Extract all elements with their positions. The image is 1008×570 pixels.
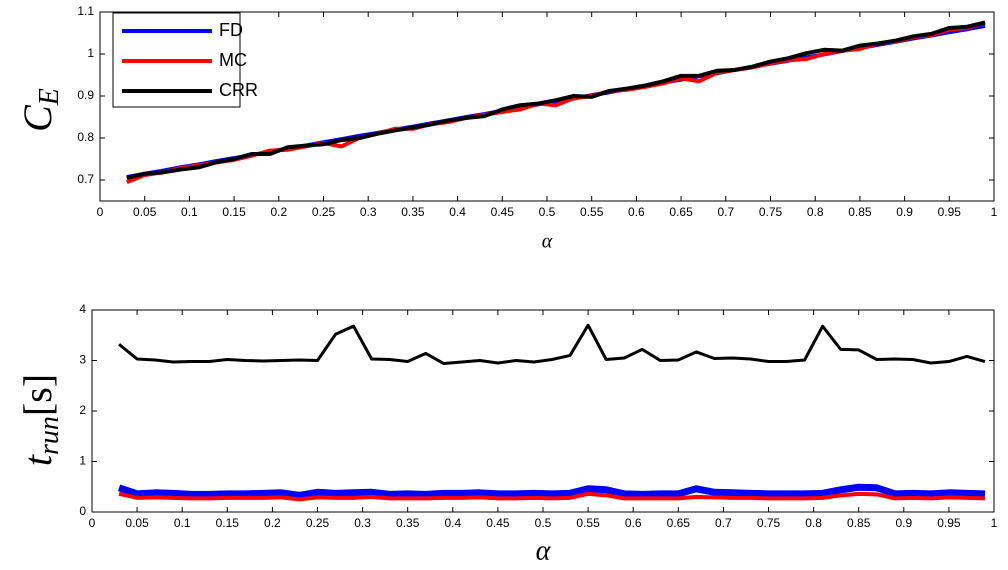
y-tick-label: 0 [79, 504, 86, 518]
series-line [118, 491, 986, 502]
legend-label: FD [219, 20, 243, 40]
x-tick-label: 0.2 [270, 205, 287, 219]
x-tick-label: 0.15 [216, 516, 240, 530]
x-tick-label: 0.4 [449, 205, 466, 219]
x-tick-label: 0.55 [576, 516, 600, 530]
x-tick-label: 0.3 [354, 516, 371, 530]
y-label-unit: [s] [15, 374, 60, 416]
legend-label: CRR [219, 80, 258, 100]
x-tick-label: 0.45 [486, 516, 510, 530]
x-tick-label: 0.7 [717, 205, 734, 219]
y-tick-label: 0.7 [77, 172, 94, 186]
x-tick-label: 1 [991, 516, 998, 530]
x-tick-label: 0.8 [805, 516, 822, 530]
x-tick-label: 0 [97, 205, 104, 219]
x-tick-label: 0.95 [938, 205, 962, 219]
y-tick-label: 0.9 [77, 88, 94, 102]
y-tick-label: 2 [79, 403, 86, 417]
x-tick-label: 0.25 [306, 516, 330, 530]
series-line [118, 323, 986, 366]
x-tick-label: 0.55 [580, 205, 604, 219]
x-tick-label: 0.2 [264, 516, 281, 530]
x-tick-label: 0.3 [360, 205, 377, 219]
x-tick-label: 0.35 [396, 516, 420, 530]
y-label-base: C [15, 104, 60, 132]
legend-label: MC [219, 50, 247, 70]
y-axis-label: trun[s] [15, 374, 65, 466]
x-tick-label: 0.65 [667, 516, 691, 530]
axes-frame [91, 309, 995, 513]
x-tick-label: 0.9 [895, 516, 912, 530]
y-tick-label: 0.8 [77, 130, 94, 144]
x-axis-label: α [542, 231, 553, 253]
x-tick-label: 0.05 [125, 516, 149, 530]
y-label-sub: E [34, 88, 65, 106]
series-line [126, 20, 986, 180]
y-tick-label: 4 [79, 302, 86, 316]
x-tick-label: 0.8 [807, 205, 824, 219]
x-tick-label: 0.35 [401, 205, 425, 219]
x-tick-label: 0.65 [669, 205, 693, 219]
x-tick-label: 0.75 [757, 516, 781, 530]
x-tick-label: 0.5 [535, 516, 552, 530]
x-tick-label: 0.45 [491, 205, 515, 219]
series-line [117, 483, 986, 499]
x-tick-label: 0.4 [444, 516, 461, 530]
x-tick-label: 1 [991, 205, 998, 219]
x-tick-label: 0.7 [715, 516, 732, 530]
x-tick-label: 0.85 [848, 205, 872, 219]
x-tick-label: 0.25 [312, 205, 336, 219]
y-label-sub: run [34, 416, 65, 455]
y-axis-label: CE [15, 88, 65, 132]
y-tick-label: 1.1 [77, 4, 94, 18]
x-tick-label: 0.75 [759, 205, 783, 219]
x-tick-label: 0.6 [628, 205, 645, 219]
x-tick-label: 0.15 [222, 205, 246, 219]
x-tick-label: 0.1 [181, 205, 198, 219]
y-label-base: t [15, 454, 60, 466]
x-tick-label: 0.05 [133, 205, 157, 219]
x-tick-label: 0.9 [896, 205, 913, 219]
y-tick-label: 1 [79, 454, 86, 468]
x-tick-label: 0.95 [937, 516, 961, 530]
x-tick-label: 0.85 [847, 516, 871, 530]
x-tick-label: 0.5 [539, 205, 556, 219]
x-axis-label: α [536, 535, 552, 566]
y-tick-label: 1 [87, 46, 94, 60]
y-tick-label: 3 [79, 353, 86, 367]
x-tick-label: 0 [89, 516, 96, 530]
x-tick-label: 0.1 [174, 516, 191, 530]
x-tick-label: 0.6 [625, 516, 642, 530]
